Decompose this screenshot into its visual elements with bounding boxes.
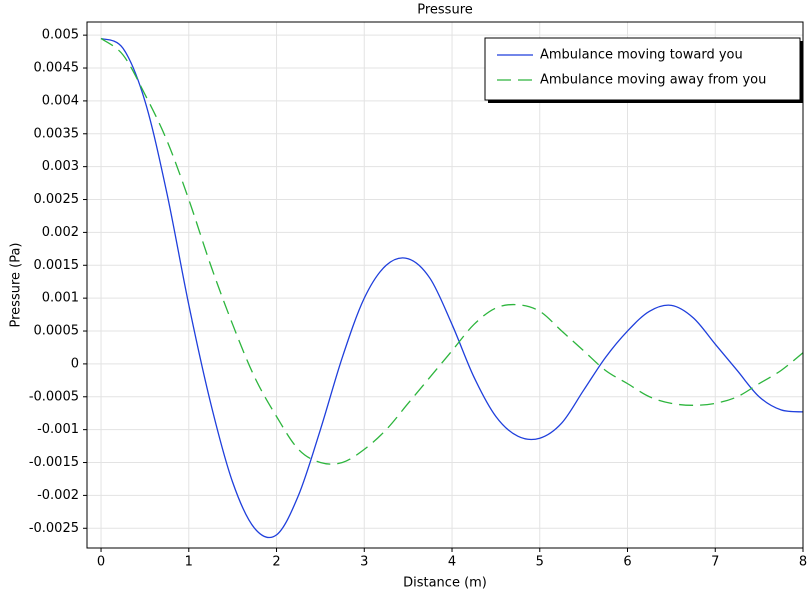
- legend-label: Ambulance moving toward you: [540, 48, 743, 63]
- legend: Ambulance moving toward you Ambulance mov…: [484, 37, 803, 103]
- y-tick-label: 0.004: [42, 93, 79, 108]
- legend-box: [484, 37, 801, 101]
- y-tick-label: -0.0015: [29, 455, 79, 470]
- y-tick-label: 0.002: [42, 225, 79, 240]
- x-tick-label: 1: [185, 555, 193, 570]
- y-tick-label: 0.0025: [34, 192, 80, 207]
- x-tick-label: 3: [360, 555, 368, 570]
- y-tick-label: 0: [71, 356, 79, 371]
- y-tick-label: -0.0025: [29, 521, 79, 536]
- y-tick-label: 0.003: [42, 159, 79, 174]
- plot-frame: [86, 21, 804, 549]
- legend-label: Ambulance moving away from you: [540, 73, 766, 88]
- x-tick-label: 5: [536, 555, 544, 570]
- y-tick-label: 0.0045: [34, 61, 80, 76]
- y-axis-label: Pressure (Pa): [9, 242, 24, 327]
- y-tick-label: 0.0035: [34, 126, 80, 141]
- y-tick-label: 0.0015: [34, 258, 80, 273]
- data-line: [100, 37, 804, 465]
- y-tick-label: 0.0005: [34, 324, 80, 339]
- x-tick-label: 6: [623, 555, 631, 570]
- grid: [87, 22, 804, 548]
- y-tick-label: 0.005: [42, 28, 79, 43]
- y-tick-label: -0.002: [37, 488, 79, 503]
- x-axis-label: Distance (m): [403, 576, 487, 591]
- chart-title: Pressure: [417, 3, 473, 18]
- plot-lines: [100, 37, 804, 539]
- y-tick-label: -0.001: [37, 422, 79, 437]
- y-tick-label: -0.0005: [29, 389, 79, 404]
- data-line: [100, 37, 804, 539]
- x-tick-label: 7: [711, 555, 719, 570]
- x-tick-label: 2: [272, 555, 280, 570]
- x-tick-label: 4: [448, 555, 456, 570]
- x-tick-label: 8: [799, 555, 807, 570]
- x-tick-label: 0: [97, 555, 105, 570]
- y-tick-label: 0.001: [42, 291, 79, 306]
